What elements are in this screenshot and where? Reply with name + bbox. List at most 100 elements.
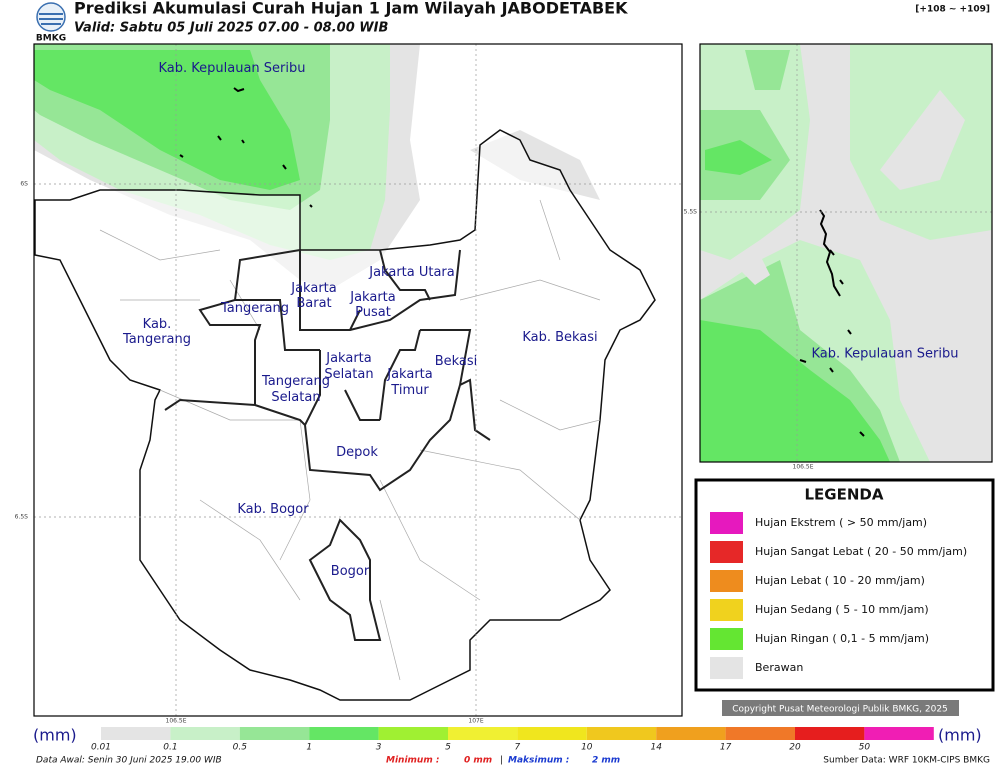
data-awal: Data Awal: Senin 30 Juni 2025 19.00 WIB	[36, 756, 222, 766]
region-label: Jakarta	[349, 290, 395, 305]
colorbar-segment	[448, 727, 518, 740]
legend-label: Hujan Sangat Lebat ( 20 - 50 mm/jam)	[755, 545, 967, 558]
svg-text:Kab.Tangerang: Kab. Tangerang	[122, 317, 191, 347]
legend-swatch	[710, 541, 743, 563]
legend-title: LEGENDA	[805, 486, 884, 504]
svg-text:Bekasi: Bekasi	[435, 354, 478, 369]
legend: LEGENDA Hujan Ekstrem ( > 50 mm/jam) Huja…	[694, 478, 995, 692]
svg-text:Depok: Depok	[336, 445, 378, 460]
colorbar-segment	[517, 727, 587, 740]
region-label: Pusat	[355, 305, 391, 320]
logo-text: BMKG	[36, 34, 66, 44]
colorbar-label: 1	[306, 743, 312, 753]
lat-label: 5.5S	[684, 209, 698, 216]
colorbar-label: 50	[859, 743, 871, 753]
colorbar-segment	[101, 727, 171, 740]
min-label: Minimum :	[386, 756, 439, 766]
svg-text:Kab. Bekasi: Kab. Bekasi	[522, 330, 597, 345]
legend-label: Hujan Ekstrem ( > 50 mm/jam)	[755, 516, 927, 529]
source: Sumber Data: WRF 10KM-CIPS BMKG	[823, 756, 990, 766]
inset-map: Kab. Kepulauan Seribu 5.5S 106.5E	[684, 43, 993, 471]
colorbar-label: 0.1	[163, 743, 177, 753]
lon-label: 107E	[468, 718, 483, 725]
lon-label: 106.5E	[793, 464, 814, 471]
colorbar-label: 17	[720, 743, 732, 753]
colorbar-label: 0.5	[233, 743, 248, 753]
region-label: Tangerang	[122, 332, 191, 347]
separator: |	[500, 756, 503, 766]
region-label: Kab. Bogor	[237, 502, 309, 517]
colorbar-segment	[725, 727, 795, 740]
region-label: Tangerang	[220, 301, 289, 316]
code: [+108 ~ +109]	[915, 5, 990, 15]
region-label: Depok	[336, 445, 378, 460]
colorbar-segment	[170, 727, 240, 740]
colorbar-segment	[864, 727, 934, 740]
region-label: Tangerang	[261, 374, 330, 389]
colorbar-label: 3	[376, 743, 382, 753]
region-label: Kab.	[143, 317, 172, 332]
colorbar-label: 20	[789, 743, 801, 753]
region-label: Bogor	[331, 564, 370, 579]
min-value: 0 mm	[464, 756, 492, 766]
svg-text:Jakarta Utara: Jakarta Utara	[368, 265, 455, 280]
colorbar-segment	[378, 727, 448, 740]
legend-label: Hujan Lebat ( 10 - 20 mm/jam)	[755, 574, 925, 587]
region-label: Jakarta	[325, 351, 371, 366]
legend-swatch	[710, 657, 743, 679]
region-label: Barat	[296, 296, 331, 311]
colorbar-segment	[795, 727, 865, 740]
colorbar-label: 0.01	[91, 743, 111, 753]
colorbar-segment	[309, 727, 379, 740]
region-label: Kab. Kepulauan Seribu	[159, 61, 306, 76]
colorbar-label: 7	[515, 743, 521, 753]
inset-label: Kab. Kepulauan Seribu	[812, 347, 959, 362]
region-label: Selatan	[324, 367, 373, 382]
copyright-box	[722, 700, 959, 716]
unit: (mm)	[33, 726, 77, 745]
region-label: Jakarta Utara	[368, 265, 455, 280]
colorbar-label: 14	[650, 743, 662, 753]
region-label: Bekasi	[435, 354, 478, 369]
max-value: 2 mm	[592, 756, 620, 766]
colorbar-label: 5	[445, 743, 451, 753]
region-label: Timur	[390, 383, 429, 398]
svg-text:Kab. Bogor: Kab. Bogor	[237, 502, 309, 517]
colorbar-segment	[239, 727, 310, 740]
region-label: Selatan	[271, 390, 320, 405]
region-labels: Kab. Kepulauan Seribu Jakarta Utara Jaka…	[122, 61, 598, 579]
region-label: Kab. Bekasi	[522, 330, 597, 345]
max-label: Maksimum :	[508, 756, 569, 766]
legend-label: Hujan Sedang ( 5 - 10 mm/jam)	[755, 603, 929, 616]
region-label: Jakarta	[386, 367, 432, 382]
colorbar-segment	[586, 727, 657, 740]
region-label: Jakarta	[290, 281, 336, 296]
title: Prediksi Akumulasi Curah Hujan 1 Jam Wil…	[74, 0, 628, 18]
lat-label: 6.5S	[15, 514, 29, 521]
colorbar: (mm) (mm) 0.01 0.1 0.5 1 3 5 7 10 14 17 20 50	[33, 726, 982, 753]
legend-swatch	[710, 599, 743, 621]
colorbar-label: 10	[581, 743, 593, 753]
lat-label: 6S	[20, 181, 28, 188]
lon-label: 106.5E	[166, 718, 187, 725]
svg-text:Kab. Kepulauan Seribu: Kab. Kepulauan Seribu	[159, 61, 306, 76]
legend-swatch	[710, 570, 743, 592]
copyright: Copyright Pusat Meteorologi Publik BMKG,…	[732, 705, 948, 715]
main-map: 6S 6.5S 106.5E 107E Kab. Kepulauan Serib…	[15, 43, 683, 725]
svg-text:Tangerang: Tangerang	[220, 301, 289, 316]
legend-swatch	[710, 512, 743, 534]
unit: (mm)	[938, 726, 982, 745]
svg-text:Bogor: Bogor	[331, 564, 370, 579]
valid: Valid: Sabtu 05 Juli 2025 07.00 - 08.00 …	[74, 21, 388, 36]
logo: BMKG	[36, 2, 66, 44]
legend-swatch	[710, 628, 743, 650]
colorbar-segment	[656, 727, 726, 740]
legend-label: Hujan Ringan ( 0,1 - 5 mm/jam)	[755, 632, 929, 645]
legend-label: Berawan	[755, 661, 803, 674]
